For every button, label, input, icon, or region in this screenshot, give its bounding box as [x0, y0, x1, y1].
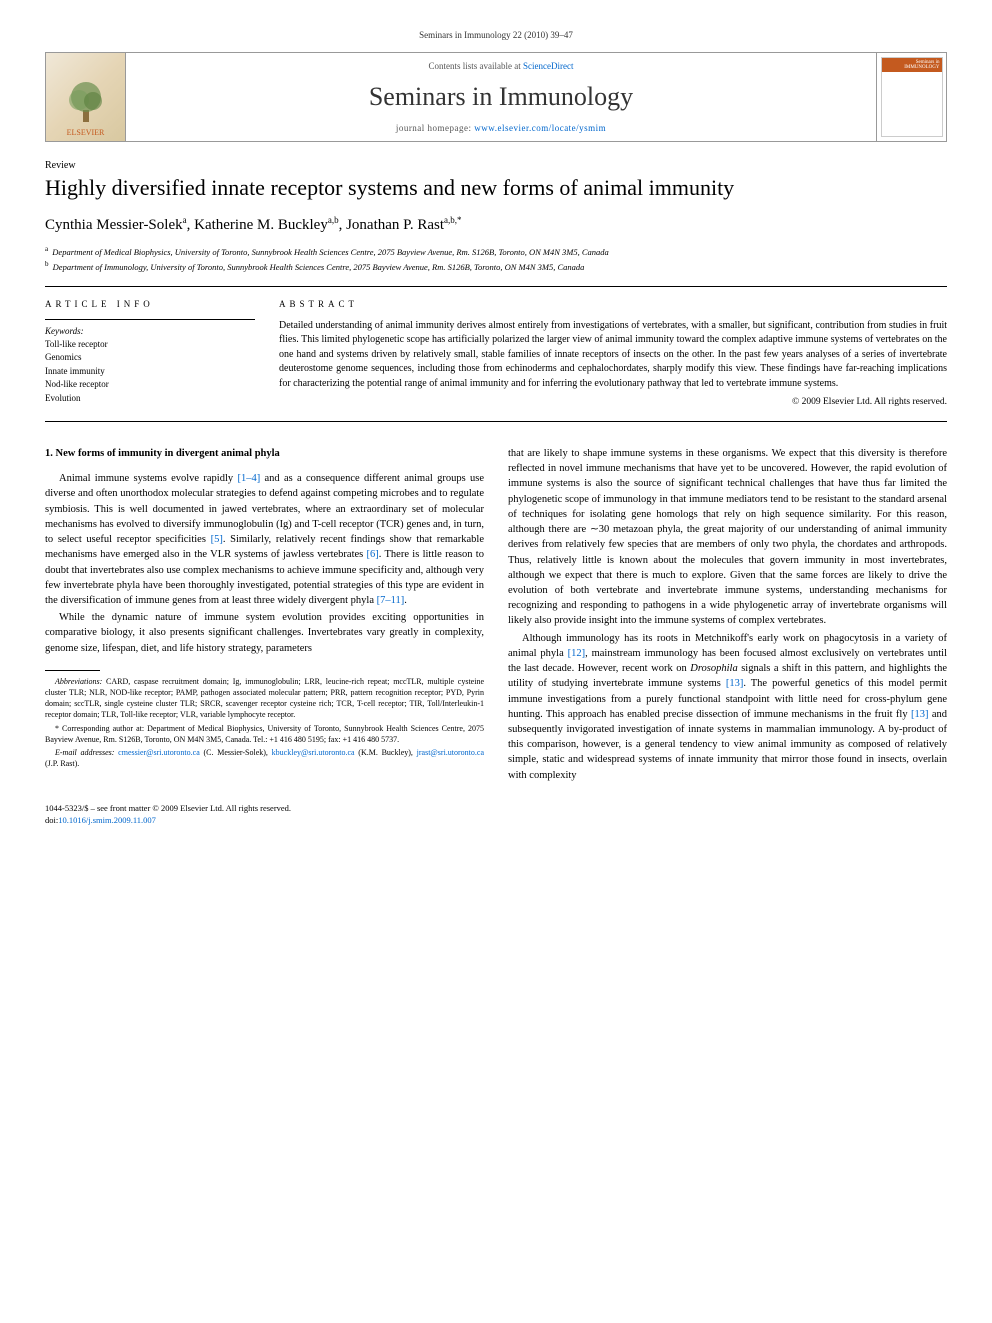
- affiliation-line: b Department of Immunology, University o…: [45, 259, 947, 274]
- email-link[interactable]: jrast@sri.utoronto.ca: [417, 748, 484, 757]
- footnote-divider: [45, 670, 100, 671]
- body-paragraph: that are likely to shape immune systems …: [508, 446, 947, 629]
- cover-thumbnail: Seminars in IMMUNOLOGY: [881, 57, 943, 137]
- affiliations: a Department of Medical Biophysics, Univ…: [45, 244, 947, 273]
- email-note: E-mail addresses: cmessier@sri.utoronto.…: [45, 747, 484, 769]
- corresponding-author-note: * Corresponding author at: Department of…: [45, 723, 484, 745]
- publisher-name: ELSEVIER: [67, 128, 105, 137]
- journal-banner: ELSEVIER Contents lists available at Sci…: [45, 52, 947, 142]
- keyword-item: Nod-like receptor: [45, 378, 255, 392]
- doi-link[interactable]: 10.1016/j.smim.2009.11.007: [58, 815, 156, 825]
- keyword-item: Genomics: [45, 351, 255, 365]
- authors-line: Cynthia Messier-Soleka, Katherine M. Buc…: [45, 215, 947, 234]
- body-paragraph: Animal immune systems evolve rapidly [1–…: [45, 471, 484, 608]
- keywords-list: Toll-like receptorGenomicsInnate immunit…: [45, 338, 255, 406]
- abstract-heading: ABSTRACT: [279, 299, 947, 309]
- email-link[interactable]: kbuckley@sri.utoronto.ca: [272, 748, 355, 757]
- divider: [45, 421, 947, 422]
- keyword-item: Evolution: [45, 392, 255, 406]
- homepage-prefix: journal homepage:: [396, 123, 474, 133]
- journal-name: Seminars in Immunology: [136, 82, 866, 112]
- homepage-link[interactable]: www.elsevier.com/locate/ysmim: [474, 123, 606, 133]
- email-link[interactable]: cmessier@sri.utoronto.ca: [118, 748, 200, 757]
- banner-center: Contents lists available at ScienceDirec…: [126, 53, 876, 141]
- running-header: Seminars in Immunology 22 (2010) 39–47: [45, 30, 947, 40]
- front-matter-line: 1044-5323/$ – see front matter © 2009 El…: [45, 803, 947, 815]
- corr-label: * Corresponding author at:: [55, 724, 144, 733]
- publisher-logo-box: ELSEVIER: [46, 53, 126, 141]
- abbrev-text: CARD, caspase recruitment domain; Ig, im…: [45, 677, 484, 720]
- body-paragraph: Although immunology has its roots in Met…: [508, 631, 947, 783]
- keyword-item: Toll-like receptor: [45, 338, 255, 352]
- keyword-item: Innate immunity: [45, 365, 255, 379]
- abbrev-label: Abbreviations:: [55, 677, 102, 686]
- cover-label: Seminars in IMMUNOLOGY: [884, 60, 940, 70]
- homepage-line: journal homepage: www.elsevier.com/locat…: [136, 123, 866, 133]
- abstract-copyright: © 2009 Elsevier Ltd. All rights reserved…: [279, 397, 947, 407]
- abbreviations-note: Abbreviations: CARD, caspase recruitment…: [45, 676, 484, 721]
- contents-prefix: Contents lists available at: [429, 61, 523, 71]
- contents-line: Contents lists available at ScienceDirec…: [136, 61, 866, 71]
- section-heading: 1. New forms of immunity in divergent an…: [45, 446, 484, 461]
- affiliation-line: a Department of Medical Biophysics, Univ…: [45, 244, 947, 259]
- article-title: Highly diversified innate receptor syste…: [45, 175, 947, 201]
- article-info-box: ARTICLE INFO Keywords: Toll-like recepto…: [45, 299, 255, 408]
- tree-icon: [61, 75, 111, 125]
- doi-prefix: doi:: [45, 815, 58, 825]
- footnotes: Abbreviations: CARD, caspase recruitment…: [45, 676, 484, 770]
- info-divider: [45, 319, 255, 320]
- doi-line: doi:10.1016/j.smim.2009.11.007: [45, 815, 947, 827]
- sciencedirect-link[interactable]: ScienceDirect: [523, 61, 573, 71]
- body-paragraph: While the dynamic nature of immune syste…: [45, 610, 484, 656]
- page-footer: 1044-5323/$ – see front matter © 2009 El…: [45, 803, 947, 827]
- info-abstract-row: ARTICLE INFO Keywords: Toll-like recepto…: [45, 299, 947, 408]
- abstract-text: Detailed understanding of animal immunit…: [279, 319, 947, 392]
- body-columns: 1. New forms of immunity in divergent an…: [45, 446, 947, 783]
- divider: [45, 286, 947, 287]
- info-heading: ARTICLE INFO: [45, 299, 255, 309]
- keywords-label: Keywords:: [45, 326, 255, 336]
- cover-thumbnail-box: Seminars in IMMUNOLOGY: [876, 53, 946, 141]
- abstract-box: ABSTRACT Detailed understanding of anima…: [279, 299, 947, 408]
- article-type: Review: [45, 160, 947, 171]
